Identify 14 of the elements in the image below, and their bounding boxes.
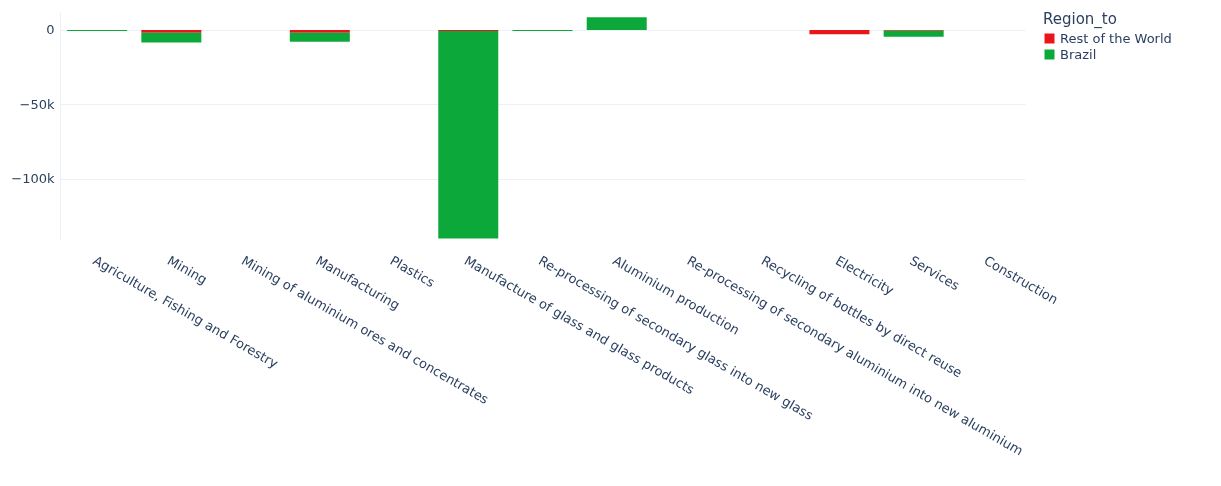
bar bbox=[438, 30, 499, 239]
legend-title: Region_to bbox=[1043, 10, 1117, 29]
bar bbox=[586, 17, 647, 30]
bar bbox=[289, 32, 350, 42]
bar bbox=[883, 30, 944, 37]
bar bbox=[809, 29, 870, 35]
bar bbox=[141, 32, 202, 43]
y-tick-label: 0 bbox=[46, 22, 55, 38]
y-tick-label: −50k bbox=[19, 96, 55, 112]
legend-label: Brazil bbox=[1060, 46, 1097, 62]
y-tick-label: −100k bbox=[11, 171, 55, 187]
bar bbox=[289, 29, 350, 33]
legend-label: Rest of the World bbox=[1060, 30, 1172, 46]
bar bbox=[141, 29, 202, 33]
